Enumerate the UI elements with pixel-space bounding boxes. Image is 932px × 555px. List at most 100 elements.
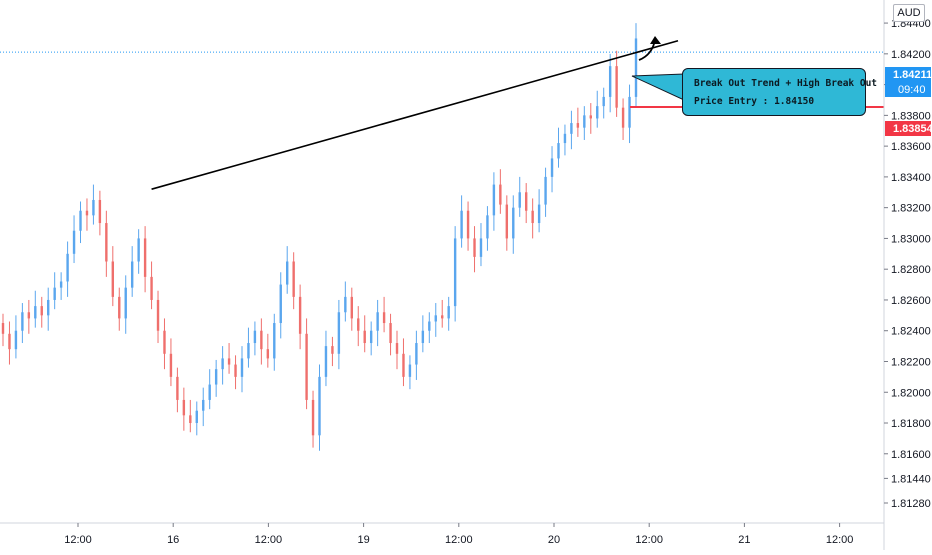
candle-body bbox=[150, 276, 153, 300]
candle-body bbox=[234, 364, 237, 377]
candle-body bbox=[466, 210, 470, 239]
annotation-line-2: Price Entry : 1.84150 bbox=[694, 96, 815, 107]
candle-body bbox=[408, 364, 412, 377]
candle-body bbox=[266, 349, 270, 359]
x-tick-label: 19 bbox=[357, 534, 369, 546]
candle-body bbox=[402, 353, 405, 377]
candle-body bbox=[195, 410, 198, 424]
candle-body bbox=[331, 346, 334, 354]
y-tick-label: 1.83400 bbox=[891, 172, 931, 184]
y-tick-label: 1.83200 bbox=[891, 203, 931, 215]
candle-body bbox=[524, 192, 528, 211]
candle-body bbox=[221, 358, 224, 370]
y-axis[interactable]: 1.81280 1.81440 1.81600 1.81800 1.82000 1.822… bbox=[884, 18, 931, 510]
candle-body bbox=[124, 287, 127, 319]
candle-body bbox=[615, 66, 618, 108]
annotation-line-1: Break Out Trend + High Break Out bbox=[694, 78, 878, 89]
candle-body bbox=[576, 123, 580, 128]
x-tick-label: 20 bbox=[548, 534, 560, 546]
trend-line[interactable] bbox=[151, 39, 679, 190]
candle-body bbox=[208, 384, 211, 400]
countdown-tag bbox=[885, 82, 931, 97]
candle-body bbox=[344, 296, 347, 313]
candle-body bbox=[473, 238, 476, 257]
candle-body bbox=[363, 330, 366, 344]
candle-body bbox=[608, 66, 612, 97]
candle-body bbox=[415, 343, 418, 365]
candle-body bbox=[602, 96, 605, 107]
candle-body bbox=[169, 353, 173, 377]
candle-body bbox=[505, 204, 509, 239]
currency-badge[interactable]: AUD bbox=[893, 4, 925, 22]
x-axis[interactable]: 12:00 16 12:00 19 12:00 20 12:00 21 12:00 bbox=[64, 523, 853, 546]
x-tick-label: 12:00 bbox=[64, 534, 92, 546]
candle-body bbox=[286, 261, 289, 285]
candle-body bbox=[202, 399, 205, 411]
x-tick-label: 12:00 bbox=[826, 534, 854, 546]
candle-body bbox=[292, 261, 295, 297]
candle-body bbox=[486, 215, 489, 239]
y-tick-label: 1.81800 bbox=[891, 418, 931, 430]
last-price-value: 1.84211 bbox=[893, 69, 932, 81]
candle-body bbox=[583, 115, 586, 128]
y-tick-label: 1.82600 bbox=[891, 295, 931, 307]
candle-body bbox=[492, 184, 496, 216]
candle-body bbox=[389, 323, 392, 344]
candle-body bbox=[260, 330, 263, 350]
annotation-callout[interactable]: Break Out Trend + High Break Out Price E… bbox=[682, 68, 878, 116]
x-tick-label: 16 bbox=[167, 534, 179, 546]
candle-body bbox=[59, 281, 63, 288]
candle-body bbox=[279, 284, 282, 324]
candle-body bbox=[98, 199, 102, 224]
level-tag bbox=[885, 121, 931, 136]
y-tick-label: 1.84200 bbox=[891, 49, 931, 61]
candle-body bbox=[137, 238, 140, 262]
x-tick-label: 12:00 bbox=[635, 534, 663, 546]
candle-body bbox=[79, 210, 82, 231]
callout-pointer bbox=[631, 73, 685, 101]
candle-body bbox=[118, 296, 121, 319]
y-tick-label: 1.81440 bbox=[891, 473, 931, 485]
candle-body bbox=[247, 343, 250, 359]
candle-body bbox=[324, 346, 328, 377]
candle-body bbox=[53, 287, 56, 300]
candle-body bbox=[214, 369, 218, 385]
candle-body bbox=[357, 318, 360, 331]
candle-body bbox=[163, 330, 166, 354]
candle-body bbox=[376, 312, 379, 331]
candle-body bbox=[537, 204, 541, 224]
x-tick-label: 21 bbox=[738, 534, 750, 546]
candle-body bbox=[21, 312, 24, 331]
candle-body bbox=[557, 143, 560, 159]
candle-body bbox=[570, 123, 573, 134]
y-tick-label: 1.83000 bbox=[891, 233, 931, 245]
y-tick-label: 1.81600 bbox=[891, 449, 931, 461]
candle-body bbox=[189, 415, 192, 424]
candle-body bbox=[72, 230, 76, 254]
candle-body bbox=[550, 158, 554, 177]
candle-body bbox=[318, 376, 321, 436]
arrowhead-icon bbox=[650, 36, 661, 44]
y-tick-label: 1.83800 bbox=[891, 110, 931, 122]
candle-body bbox=[311, 399, 315, 436]
candle-body bbox=[298, 296, 302, 334]
candle-body bbox=[428, 321, 431, 331]
candle-body bbox=[634, 38, 638, 97]
candle-body bbox=[143, 238, 147, 277]
candle-body bbox=[27, 312, 31, 319]
candle-body bbox=[34, 306, 37, 319]
candle-body bbox=[130, 261, 134, 288]
y-tick-label: 1.82800 bbox=[891, 264, 931, 276]
candle-body bbox=[240, 358, 244, 377]
candle-body bbox=[441, 315, 444, 319]
candle-body bbox=[40, 306, 43, 316]
candle-body bbox=[8, 333, 11, 350]
candle-body bbox=[1, 323, 5, 334]
candle-body bbox=[350, 296, 353, 319]
candle-body bbox=[305, 333, 308, 400]
candle-body bbox=[512, 207, 515, 239]
candle-body bbox=[447, 306, 450, 319]
y-tick-label: 1.82000 bbox=[891, 387, 931, 399]
